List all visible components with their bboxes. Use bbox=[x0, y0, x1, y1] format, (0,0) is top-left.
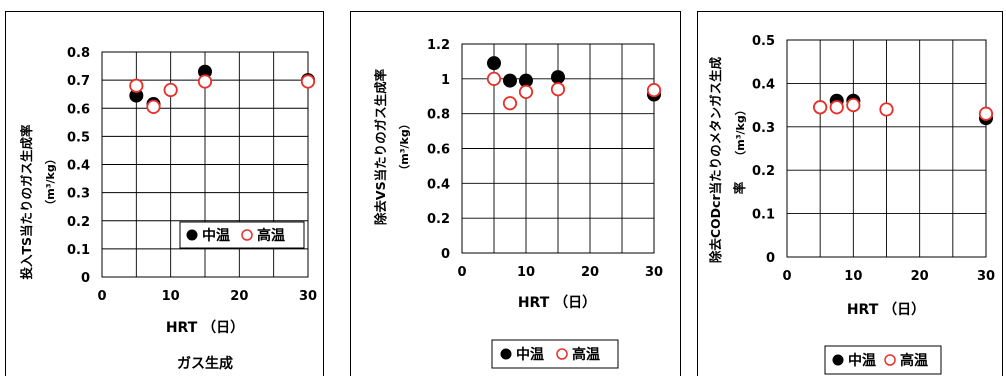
x-tick-label: 20 bbox=[911, 269, 929, 284]
figure-caption: ガス生成 bbox=[177, 355, 233, 372]
data-point-thermophilic bbox=[814, 101, 826, 113]
y-tick-label: 0 bbox=[441, 247, 450, 262]
x-axis-title: HRT （日） bbox=[518, 295, 596, 311]
y-tick-label: 0.4 bbox=[427, 177, 450, 192]
x-tick-label: 30 bbox=[299, 289, 317, 304]
y-tick-label: 0 bbox=[766, 251, 775, 266]
y-axis-title: 投入TS当たりのガス生成率 bbox=[19, 124, 34, 280]
y-tick-label: 0.6 bbox=[427, 143, 450, 158]
legend-label-mesophilic: 中温 bbox=[848, 352, 876, 369]
data-point-thermophilic bbox=[147, 101, 159, 113]
y-tick-label: 0.3 bbox=[752, 121, 775, 136]
y-axis-unit: （m³/kg） bbox=[398, 118, 411, 176]
legend-marker-mesophilic bbox=[833, 355, 844, 366]
y-tick-label: 0.5 bbox=[752, 34, 775, 49]
x-axis-title: HRT （日） bbox=[847, 302, 925, 318]
data-point-thermophilic bbox=[199, 75, 211, 87]
x-axis-title: HRT （日） bbox=[166, 320, 244, 336]
data-point-thermophilic bbox=[488, 73, 500, 85]
y-tick-label: 1 bbox=[441, 73, 450, 88]
x-tick-label: 0 bbox=[457, 265, 466, 280]
x-tick-label: 10 bbox=[844, 269, 862, 284]
data-point-thermophilic bbox=[880, 103, 892, 115]
legend-label-mesophilic: 中温 bbox=[516, 346, 544, 363]
y-axis-title: 除去CODcr当たりのメタンガス生成 bbox=[708, 56, 723, 263]
data-point-thermophilic bbox=[847, 99, 859, 111]
y-tick-label: 0.1 bbox=[752, 208, 775, 223]
x-tick-label: 30 bbox=[977, 269, 995, 284]
y-tick-label: 0.3 bbox=[67, 187, 90, 202]
y-tick-label: 0.8 bbox=[427, 108, 450, 123]
data-point-thermophilic bbox=[980, 108, 992, 120]
legend-marker-thermophilic bbox=[242, 230, 252, 240]
data-point-thermophilic bbox=[520, 86, 532, 98]
x-tick-label: 0 bbox=[782, 269, 791, 284]
y-tick-label: 0.7 bbox=[67, 74, 90, 89]
x-tick-label: 30 bbox=[645, 265, 663, 280]
y-tick-label: 0.5 bbox=[67, 130, 90, 145]
data-point-mesophilic bbox=[551, 70, 565, 84]
data-point-mesophilic bbox=[503, 74, 517, 88]
y-tick-label: 0.6 bbox=[67, 102, 90, 117]
y-tick-label: 0.8 bbox=[67, 46, 90, 61]
legend-label-mesophilic: 中温 bbox=[202, 227, 230, 244]
legend-marker-mesophilic bbox=[187, 230, 198, 241]
data-point-thermophilic bbox=[831, 101, 843, 113]
data-point-thermophilic bbox=[552, 83, 564, 95]
legend: 中温 高温 bbox=[492, 340, 618, 368]
data-point-thermophilic bbox=[302, 75, 314, 87]
legend: 中温 高温 bbox=[180, 222, 304, 248]
y-tick-label: 0.2 bbox=[67, 215, 90, 230]
legend-marker-thermophilic bbox=[885, 355, 895, 365]
y-tick-label: 0.4 bbox=[67, 159, 90, 174]
legend-label-thermophilic: 高温 bbox=[572, 346, 600, 363]
y-axis-unit: （m³/kg） bbox=[734, 104, 747, 162]
x-tick-label: 20 bbox=[581, 265, 599, 280]
data-point-thermophilic bbox=[164, 84, 176, 96]
y-tick-label: 1.2 bbox=[427, 38, 450, 53]
legend-label-thermophilic: 高温 bbox=[900, 352, 928, 369]
y-tick-label: 0.2 bbox=[752, 164, 775, 179]
y-axis-title: 除去VS当たりのガス生成率 bbox=[373, 68, 388, 225]
y-tick-label: 0 bbox=[81, 271, 90, 286]
y-axis-unit: （m³/kg） bbox=[44, 153, 57, 211]
x-tick-label: 10 bbox=[517, 265, 535, 280]
y-tick-label: 0.1 bbox=[67, 243, 90, 258]
data-point-thermophilic bbox=[648, 84, 660, 96]
y-axis-title-line2: 率 bbox=[732, 181, 747, 194]
legend-marker-mesophilic bbox=[501, 349, 512, 360]
legend: 中温 高温 bbox=[825, 346, 941, 374]
x-tick-label: 20 bbox=[230, 289, 248, 304]
data-point-mesophilic bbox=[487, 56, 501, 70]
data-point-thermophilic bbox=[504, 97, 516, 109]
legend-label-thermophilic: 高温 bbox=[257, 227, 285, 244]
x-tick-label: 0 bbox=[97, 289, 106, 304]
y-tick-label: 0.4 bbox=[752, 77, 775, 92]
x-tick-label: 10 bbox=[162, 289, 180, 304]
y-tick-label: 0.2 bbox=[427, 212, 450, 227]
legend-marker-thermophilic bbox=[557, 349, 567, 359]
data-point-thermophilic bbox=[130, 80, 142, 92]
